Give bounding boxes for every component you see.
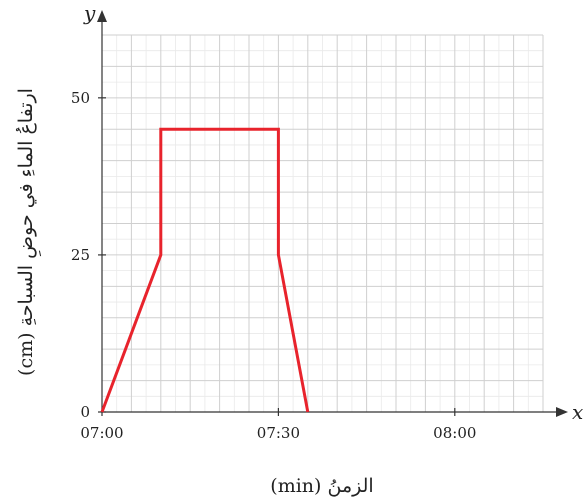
major-grid xyxy=(101,34,544,413)
series-layer xyxy=(100,127,310,413)
y-axis-arrow xyxy=(97,10,107,22)
y-tick-label: 50 xyxy=(71,89,90,107)
x-tick-label: 07:00 xyxy=(80,424,123,442)
y-tick-label: 25 xyxy=(71,246,90,264)
x-axis-title: الزمنُ (min) xyxy=(270,475,373,497)
axes: x y xyxy=(83,1,583,424)
tick-labels: 07:00 07:30 08:00 0 25 50 xyxy=(71,89,477,442)
x-axis-letter: x xyxy=(572,400,583,424)
x-tick-label: 08:00 xyxy=(433,424,476,442)
y-tick-label: 0 xyxy=(80,403,90,421)
x-axis-arrow xyxy=(556,407,568,417)
y-axis-title: ارتفاعُ الماءِ في حوضِ السباحةِ (cm) xyxy=(15,88,41,376)
y-axis-letter: y xyxy=(83,1,96,25)
series-line xyxy=(100,127,310,413)
x-tick-label: 07:30 xyxy=(257,424,300,442)
